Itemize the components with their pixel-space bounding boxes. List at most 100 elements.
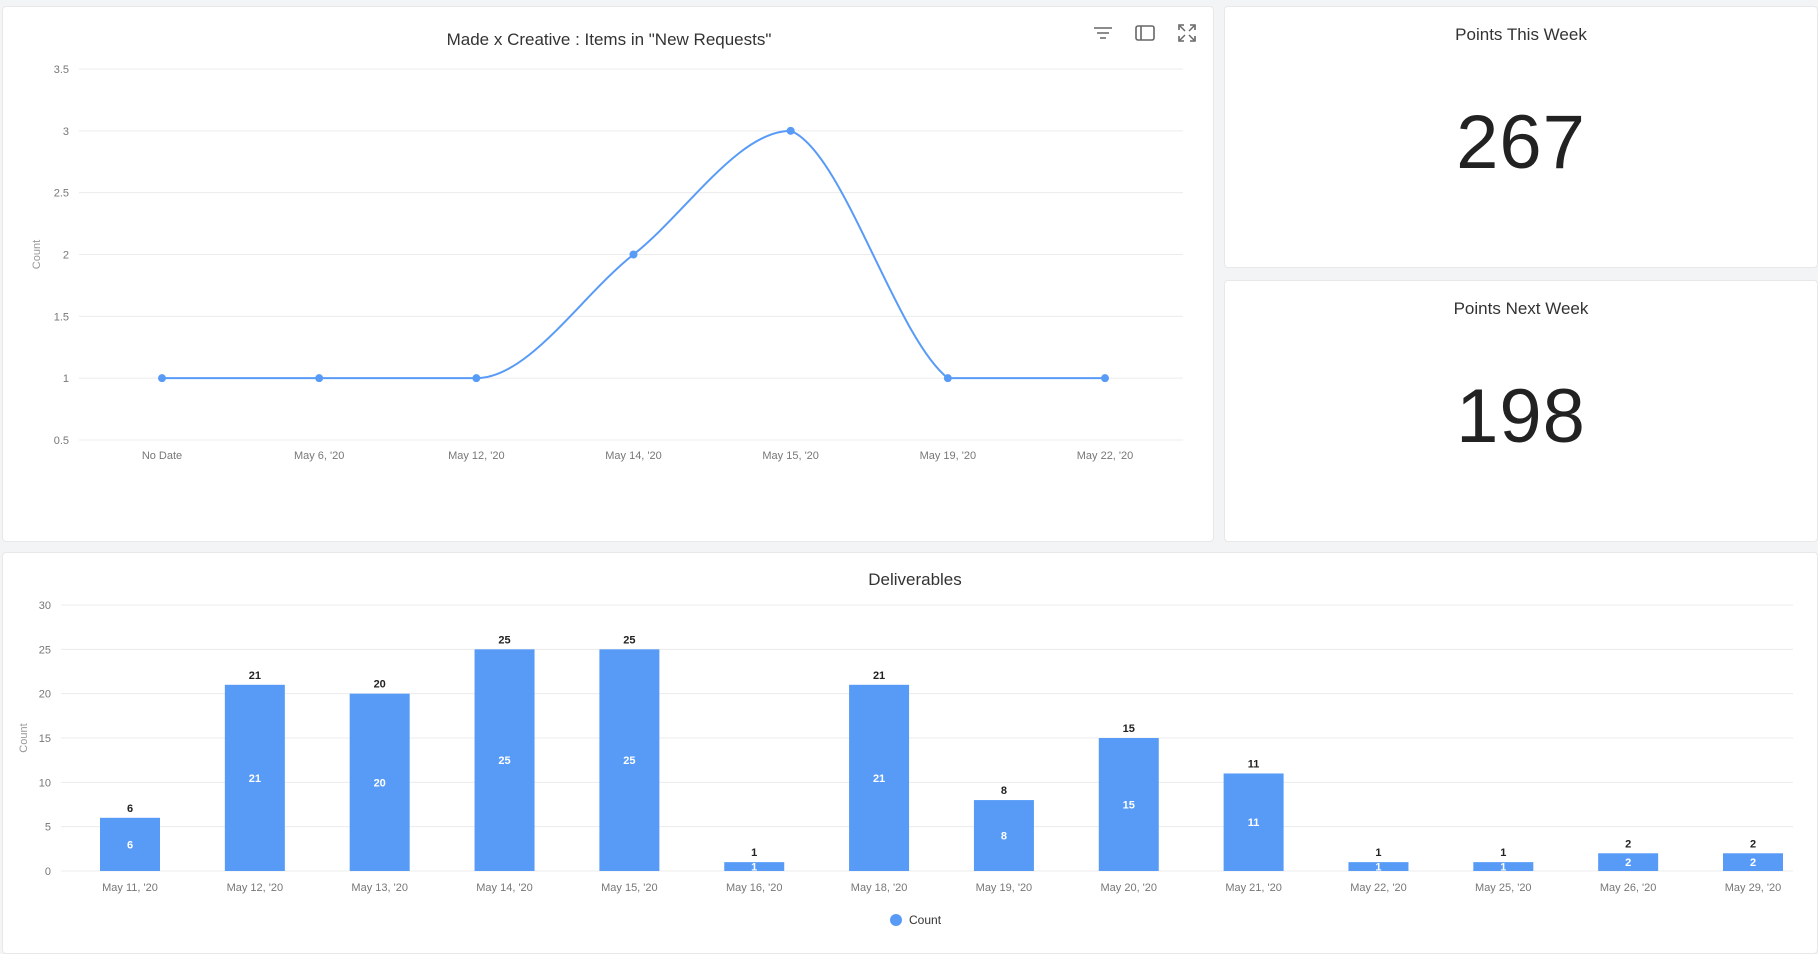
x-tick-label: May 22, '20 xyxy=(1350,882,1407,894)
y-axis-label: Count xyxy=(31,240,43,269)
x-tick-label: May 11, '20 xyxy=(102,882,158,894)
x-tick-label: May 20, '20 xyxy=(1101,882,1158,894)
x-tick-label: May 14, '20 xyxy=(605,450,662,462)
y-tick-label: 3.5 xyxy=(54,64,69,76)
data-point xyxy=(629,250,638,259)
bar-inner-label: 21 xyxy=(873,773,885,785)
x-tick-label: May 12, '20 xyxy=(227,882,284,894)
bar xyxy=(474,649,535,871)
y-tick-label: 0.5 xyxy=(54,435,69,447)
x-tick-label: May 12, '20 xyxy=(448,450,505,462)
data-label: 6 xyxy=(127,803,133,815)
bar-chart-card: Deliverables 0 5 10 15 20 25 30 Count 6 6 May 11, '… xyxy=(2,552,1818,954)
bar-inner-label: 25 xyxy=(623,755,635,767)
bar-inner-label: 21 xyxy=(249,773,261,785)
data-point xyxy=(472,374,481,383)
bar xyxy=(1223,773,1284,871)
y-tick-label: 15 xyxy=(39,733,51,745)
x-tick-label: May 25, '20 xyxy=(1475,882,1532,894)
data-label: 1 xyxy=(1500,847,1506,859)
x-tick-label: May 16, '20 xyxy=(726,882,783,894)
bar xyxy=(724,862,785,871)
bar xyxy=(1348,862,1409,871)
bar xyxy=(100,817,160,871)
bar xyxy=(973,800,1034,871)
y-tick-label: 20 xyxy=(39,689,51,701)
filter-icon[interactable] xyxy=(1089,19,1117,47)
panel-toggle-icon[interactable] xyxy=(1131,19,1159,47)
y-tick-label: 1.5 xyxy=(54,311,69,323)
kpi-value: 198 xyxy=(1456,374,1586,459)
series-line xyxy=(162,129,1105,380)
bar xyxy=(349,693,410,871)
data-label: 25 xyxy=(623,634,635,646)
x-tick-label: No Date xyxy=(142,450,182,462)
bar-inner-label: 11 xyxy=(1248,817,1260,829)
points-next-week-card: Points Next Week 198 xyxy=(1224,280,1818,542)
x-tick-label: May 22, '20 xyxy=(1077,450,1134,462)
x-tick-label: May 29, '20 xyxy=(1725,882,1782,894)
data-label: 8 xyxy=(1001,785,1007,797)
bar-inner-label: 2 xyxy=(1750,857,1756,869)
y-tick-label: 10 xyxy=(39,777,51,789)
bar-inner-label: 6 xyxy=(127,839,133,851)
x-tick-label: May 14, '20 xyxy=(476,882,533,894)
data-label: 1 xyxy=(751,847,757,859)
y-tick-label: 3 xyxy=(63,126,69,138)
bar xyxy=(1598,853,1659,871)
y-tick-label: 5 xyxy=(45,822,51,834)
y-tick-label: 25 xyxy=(39,644,51,656)
data-label: 11 xyxy=(1248,758,1260,770)
kpi-value: 267 xyxy=(1456,100,1586,185)
y-tick-label: 1 xyxy=(63,373,69,385)
data-label: 1 xyxy=(1375,847,1381,859)
x-tick-label: May 19, '20 xyxy=(976,882,1033,894)
x-tick-label: May 26, '20 xyxy=(1600,882,1657,894)
x-tick-label: May 15, '20 xyxy=(762,450,819,462)
data-label: 2 xyxy=(1625,838,1631,850)
data-label: 2 xyxy=(1750,838,1756,850)
bar xyxy=(849,684,910,871)
bar-inner-label: 2 xyxy=(1625,857,1631,869)
bar-inner-label: 20 xyxy=(374,777,386,789)
points-this-week-card: Points This Week 267 xyxy=(1224,6,1818,268)
x-tick-label: May 19, '20 xyxy=(920,450,977,462)
chart-title: Deliverables xyxy=(868,570,962,589)
bar-inner-label: 8 xyxy=(1001,831,1007,843)
data-label: 20 xyxy=(374,679,386,691)
y-tick-label: 0 xyxy=(45,866,51,878)
data-label: 21 xyxy=(249,670,261,682)
x-tick-label: May 6, '20 xyxy=(294,450,344,462)
line-chart-card: Made x Creative : Items in "New Requests… xyxy=(2,6,1214,542)
bar xyxy=(1098,738,1159,871)
data-point xyxy=(1101,374,1109,383)
bar xyxy=(1723,853,1783,871)
bar-chart: Deliverables 0 5 10 15 20 25 30 Count 6 6 May 11, '… xyxy=(18,570,1793,927)
x-tick-label: May 15, '20 xyxy=(601,882,658,894)
y-axis-label: Count xyxy=(18,723,30,752)
kpi-title: Points Next Week xyxy=(1453,299,1589,318)
legend-marker xyxy=(890,914,902,926)
legend-label: Count xyxy=(909,913,942,927)
data-point xyxy=(158,374,166,383)
data-point xyxy=(315,374,324,383)
bar-inner-label: 1 xyxy=(751,862,757,874)
bar-inner-label: 1 xyxy=(1375,862,1381,874)
fullscreen-icon[interactable] xyxy=(1173,19,1201,47)
x-tick-label: May 21, '20 xyxy=(1225,882,1282,894)
kpi-title: Points This Week xyxy=(1455,25,1587,44)
y-tick-label: 30 xyxy=(39,600,51,612)
data-label: 21 xyxy=(873,670,885,682)
y-tick-label: 2.5 xyxy=(54,188,69,200)
data-label: 25 xyxy=(498,634,510,646)
x-tick-label: May 18, '20 xyxy=(851,882,908,894)
data-point xyxy=(786,126,795,135)
bar-inner-label: 1 xyxy=(1500,862,1506,874)
y-tick-label: 2 xyxy=(63,250,69,262)
data-point xyxy=(943,374,952,383)
bar-inner-label: 15 xyxy=(1123,800,1135,812)
x-tick-label: May 13, '20 xyxy=(351,882,408,894)
bar xyxy=(599,649,660,871)
bar xyxy=(224,684,285,871)
data-label: 15 xyxy=(1123,723,1135,735)
